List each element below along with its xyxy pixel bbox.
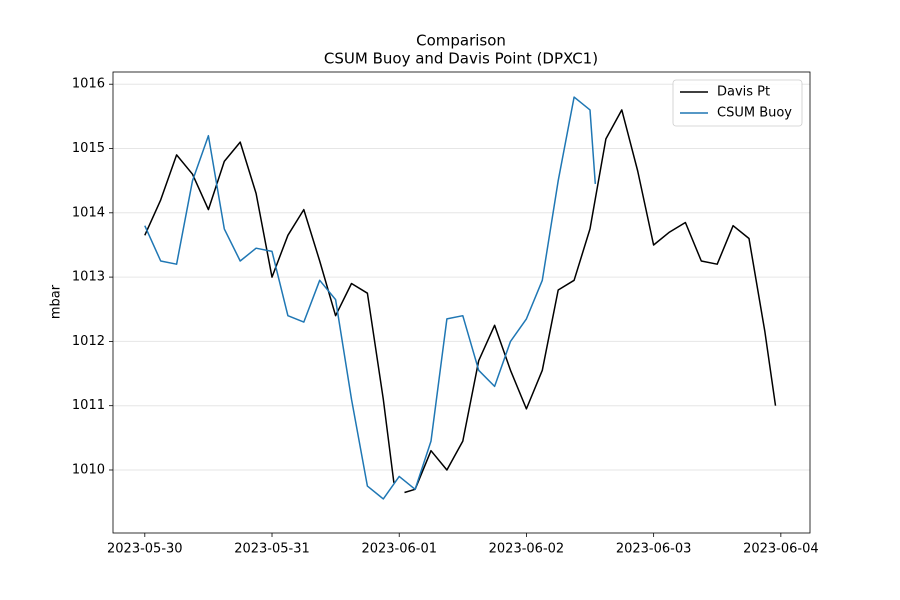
y-tick-label: 1013 [72, 270, 105, 285]
x-tick-label: 2023-05-31 [234, 542, 310, 557]
y-tick-label: 1016 [72, 77, 105, 92]
y-tick-label: 1012 [72, 334, 105, 349]
y-axis-label: mbar [49, 284, 64, 319]
x-tick-label: 2023-06-04 [743, 542, 819, 557]
x-tick-label: 2023-06-01 [361, 542, 437, 557]
x-tick-label: 2023-05-30 [107, 542, 183, 557]
data-line [144, 96, 597, 500]
y-tick-label: 1011 [72, 398, 105, 413]
y-tick-label: 1015 [72, 141, 105, 156]
data-line [144, 109, 777, 494]
x-tick-label: 2023-06-02 [489, 542, 565, 557]
legend-label: Davis Pt [717, 85, 770, 100]
x-tick-label: 2023-06-03 [616, 542, 692, 557]
plot-frame [112, 71, 811, 534]
y-tick-label: 1010 [72, 462, 105, 477]
legend-label: CSUM Buoy [717, 106, 792, 121]
y-tick-label: 1014 [72, 205, 105, 220]
chart-title: Comparison [416, 32, 506, 50]
chart-subtitle: CSUM Buoy and Davis Point (DPXC1) [324, 50, 598, 68]
